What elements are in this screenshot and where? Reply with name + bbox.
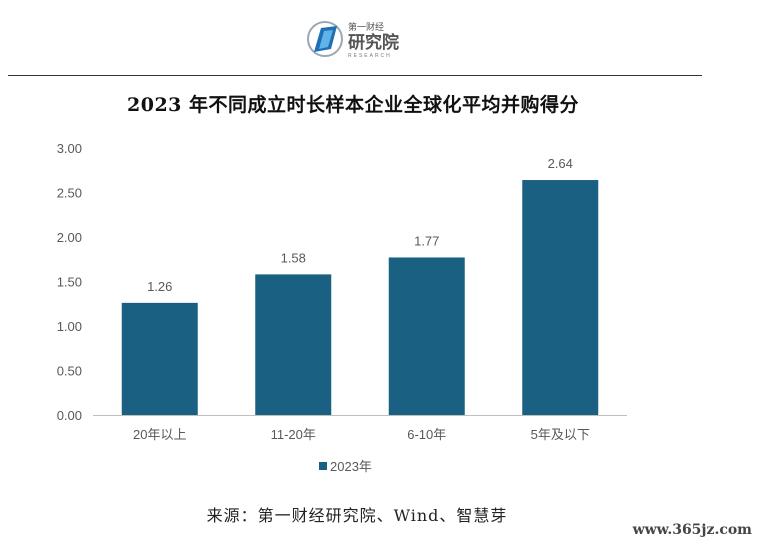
x-tick-label: 20年以上 (133, 427, 186, 442)
y-tick-label: 3.00 (57, 141, 82, 156)
x-tick-label: 6-10年 (407, 427, 446, 442)
y-tick-label: 2.00 (57, 230, 82, 245)
data-label: 2.64 (548, 156, 573, 171)
research-institute-logo: 第一财经 研究院 RESEARCH (307, 21, 399, 59)
legend-swatch (319, 462, 327, 470)
source-note: 来源：第一财经研究院、Wind、智慧芽 (206, 506, 508, 525)
chart-title: 2023 年不同成立时长样本企业全球化平均并购得分 (127, 94, 579, 116)
x-tick-label: 11-20年 (271, 427, 316, 442)
logo-line1: 第一财经 (348, 21, 384, 32)
x-tick-label: 5年及以下 (531, 427, 590, 442)
data-label: 1.77 (414, 233, 439, 248)
y-tick-label: 0.50 (57, 364, 82, 379)
bar-chart: 0.00 0.50 1.00 1.50 2.00 2.50 3.00 1.26 20年以上 1.5… (57, 141, 627, 474)
bar (388, 257, 465, 415)
logo-line2: 研究院 (348, 32, 399, 52)
data-label: 1.58 (281, 250, 306, 265)
header-divider (8, 75, 702, 76)
y-tick-label: 0.00 (57, 408, 82, 423)
bar (121, 302, 198, 415)
legend-label: 2023年 (330, 459, 372, 474)
y-tick-label: 1.50 (57, 275, 82, 290)
y-tick-label: 1.00 (57, 319, 82, 334)
bar (255, 274, 332, 415)
watermark: www.365jz.com (632, 522, 752, 538)
data-label: 1.26 (147, 279, 172, 294)
bar (522, 180, 599, 415)
logo-line3: RESEARCH (348, 53, 392, 59)
y-tick-label: 2.50 (57, 186, 82, 201)
